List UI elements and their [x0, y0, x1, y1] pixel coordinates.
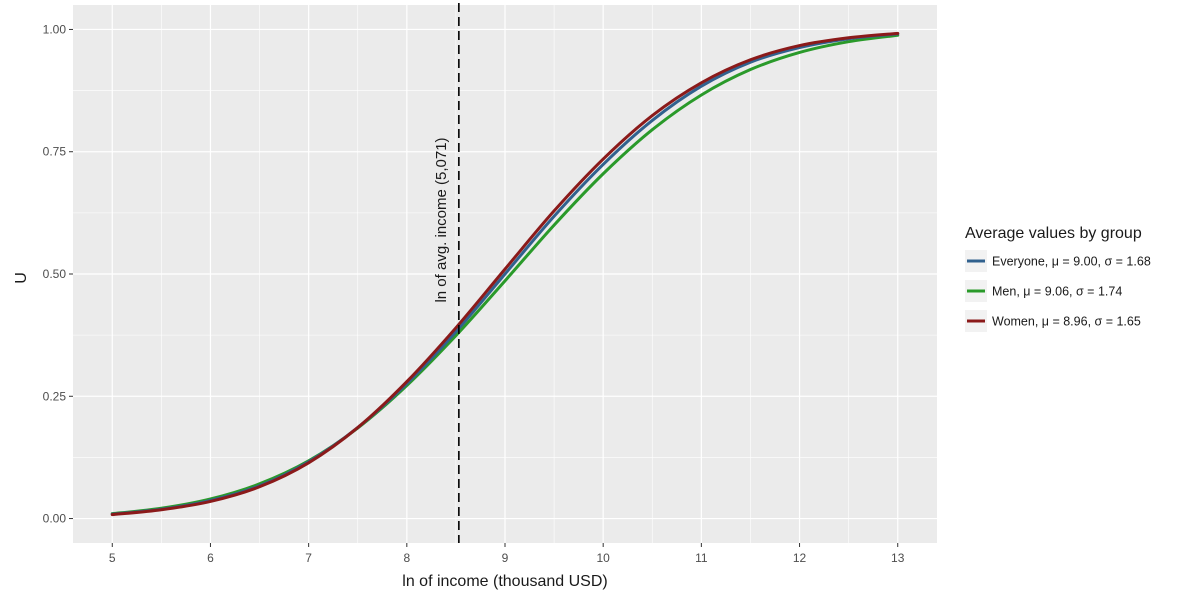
legend: Average values by group Everyone, μ = 9.…	[965, 225, 1151, 332]
grid	[73, 5, 937, 543]
y-axis-title: U	[13, 272, 30, 284]
x-axis: 5 6 7 8 9 10 11 12 13	[109, 543, 905, 565]
x-tick-label: 11	[695, 551, 708, 565]
x-axis-title: ln of income (thousand USD)	[402, 573, 607, 590]
x-tick-label: 5	[109, 551, 116, 565]
x-tick-label: 7	[305, 551, 312, 565]
x-tick-label: 6	[207, 551, 214, 565]
y-tick-label: 0.75	[43, 145, 67, 159]
legend-label-0: Everyone, μ = 9.00, σ = 1.68	[992, 255, 1151, 269]
legend-label-2: Women, μ = 8.96, σ = 1.65	[992, 315, 1141, 329]
legend-title: Average values by group	[965, 225, 1142, 242]
x-tick-label: 10	[597, 551, 611, 565]
series-layer	[110, 31, 900, 517]
series-line-1	[110, 33, 900, 516]
legend-label-1: Men, μ = 9.06, σ = 1.74	[992, 285, 1122, 299]
x-tick-label: 12	[793, 551, 807, 565]
x-tick-label: 8	[403, 551, 410, 565]
y-tick-label: 0.00	[43, 512, 67, 526]
annotation-layer: ln of avg. income (5,071)	[433, 3, 460, 543]
series-line-2	[110, 31, 900, 517]
avg-income-label: ln of avg. income (5,071)	[433, 137, 450, 302]
x-tick-label: 9	[502, 551, 509, 565]
y-tick-label: 0.50	[43, 267, 67, 281]
y-axis: 0.00 0.25 0.50 0.75 1.00	[43, 22, 73, 526]
x-tick-label: 13	[891, 551, 905, 565]
y-tick-label: 1.00	[43, 22, 67, 36]
y-tick-label: 0.25	[43, 389, 67, 403]
